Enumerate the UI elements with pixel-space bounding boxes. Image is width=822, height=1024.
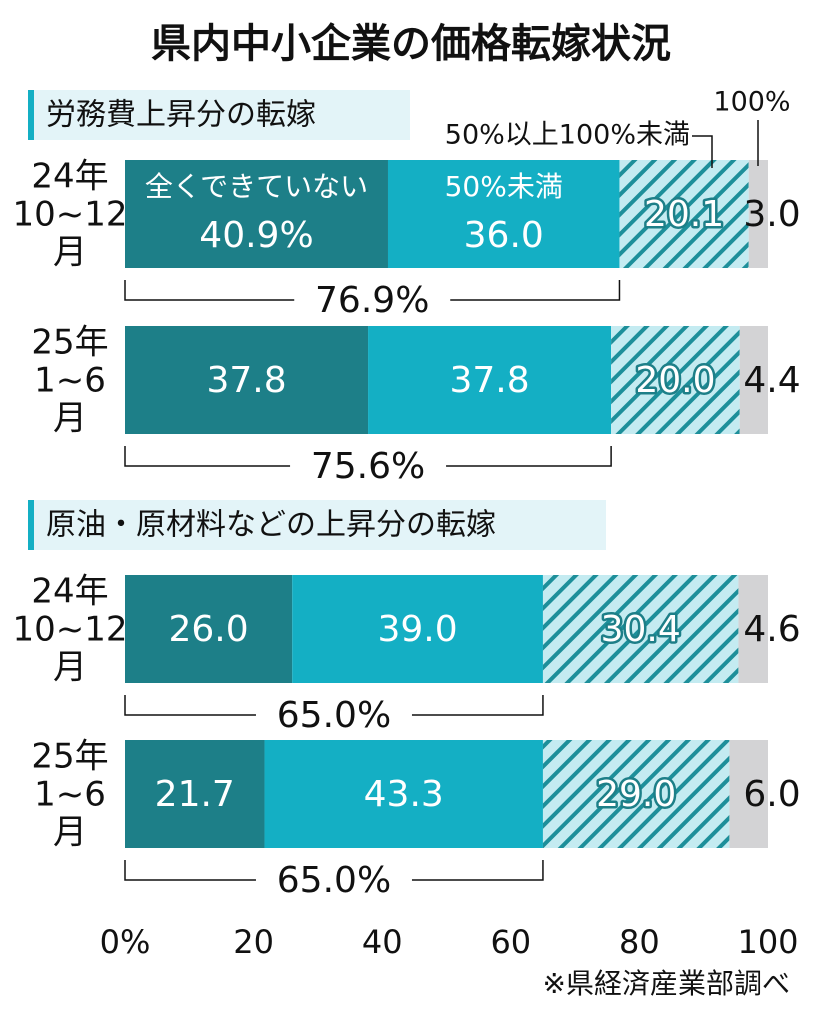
value-label: 37.8 (206, 360, 286, 401)
bar-segment (387, 160, 620, 268)
legend-label: 100% (713, 87, 790, 118)
category-label: 25年 (31, 323, 108, 363)
panel-title-accent (28, 90, 34, 140)
legend-label: 全くできていない (145, 170, 368, 203)
value-label: 3.0 (743, 194, 800, 235)
leader-line (692, 135, 713, 168)
bar-segment (125, 575, 293, 683)
value-label: 29.0 (596, 774, 676, 815)
panel-title-box (28, 500, 606, 550)
source-note: ※県経済産業部調べ (543, 967, 790, 1000)
bar-segment (748, 160, 768, 268)
value-label: 20.0 (635, 360, 715, 401)
value-label: 21.7 (155, 774, 235, 815)
category-label: 10~12 (12, 610, 127, 650)
bar-segment (264, 740, 543, 848)
chart-title: 県内中小企業の価格転嫁状況 (151, 21, 671, 67)
bar-segment (125, 160, 388, 268)
value-label: 36.0 (464, 215, 544, 256)
bar-segment (611, 326, 740, 434)
value-label: 40.9% (199, 215, 313, 256)
value-label: 26.0 (169, 609, 249, 650)
category-label: 24年 (31, 572, 108, 612)
bar-segment (739, 326, 768, 434)
category-label: 月 (53, 813, 87, 853)
value-label: 39.0 (377, 609, 457, 650)
category-label: 1~6 (34, 361, 106, 401)
total-label: 75.6% (311, 446, 425, 487)
category-label: 25年 (31, 737, 108, 777)
bar-segment (542, 740, 730, 848)
bar-segment (125, 326, 369, 434)
x-tick-label: 80 (619, 923, 660, 961)
value-label: 4.4 (743, 360, 800, 401)
value-label: 30.4 (601, 609, 681, 650)
total-label-bg (290, 446, 447, 486)
x-tick-label: 60 (490, 923, 531, 961)
x-tick-label: 100 (737, 923, 798, 961)
total-label-bg (294, 280, 451, 320)
legend-label: 50%未満 (445, 170, 563, 203)
category-label: 月 (53, 233, 87, 273)
panel-title: 労務費上昇分の転嫁 (46, 98, 316, 133)
panel-title: 原油・原材料などの上昇分の転嫁 (46, 508, 496, 543)
legend-label: 50%以上100%未満 (445, 120, 690, 151)
total-label: 65.0% (277, 695, 391, 736)
bar-segment (738, 575, 768, 683)
value-label: 6.0 (743, 774, 800, 815)
value-label: 43.3 (364, 774, 444, 815)
value-label: 4.6 (743, 609, 800, 650)
value-label: 37.8 (450, 360, 530, 401)
bar-segment (292, 575, 543, 683)
bar-segment (619, 160, 749, 268)
bar-segment (368, 326, 612, 434)
bar-segment (542, 575, 739, 683)
value-label: 20.1 (644, 194, 724, 235)
bar-segment (729, 740, 768, 848)
x-tick-label: 40 (362, 923, 403, 961)
category-label: 10~12 (12, 195, 127, 235)
x-tick-label: 20 (233, 923, 274, 961)
total-label-bg (255, 695, 412, 735)
total-label-bg (255, 860, 412, 900)
bar-segment (125, 740, 265, 848)
panel-title-box (28, 90, 410, 140)
category-label: 月 (53, 399, 87, 439)
category-label: 月 (53, 648, 87, 688)
x-tick-label: 0% (100, 923, 151, 961)
category-label: 24年 (31, 157, 108, 197)
category-label: 1~6 (34, 775, 106, 815)
total-label: 65.0% (277, 860, 391, 901)
total-label: 76.9% (315, 280, 429, 321)
panel-title-accent (28, 500, 34, 550)
